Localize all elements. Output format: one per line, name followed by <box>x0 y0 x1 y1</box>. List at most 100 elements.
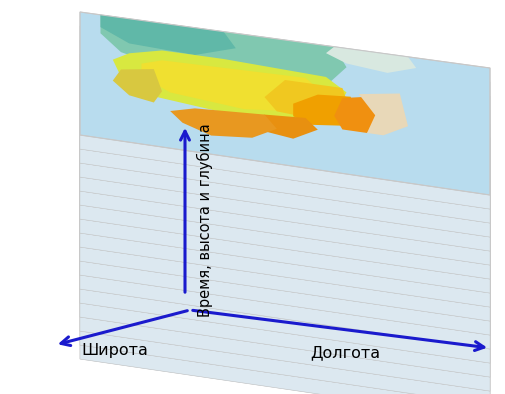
Polygon shape <box>80 240 154 315</box>
Polygon shape <box>100 15 346 86</box>
Text: Время, высота и глубина: Время, высота и глубина <box>196 123 213 317</box>
Polygon shape <box>295 239 332 286</box>
Polygon shape <box>282 249 324 297</box>
Polygon shape <box>80 26 489 209</box>
Polygon shape <box>282 98 325 146</box>
Polygon shape <box>282 232 346 293</box>
Polygon shape <box>292 227 336 275</box>
Polygon shape <box>80 184 154 259</box>
Polygon shape <box>80 191 489 265</box>
Polygon shape <box>264 80 350 120</box>
Polygon shape <box>100 15 235 55</box>
Polygon shape <box>80 54 489 237</box>
Polygon shape <box>80 222 489 394</box>
Polygon shape <box>348 246 393 277</box>
Polygon shape <box>289 152 327 199</box>
Polygon shape <box>80 255 154 329</box>
Polygon shape <box>335 268 380 299</box>
Polygon shape <box>80 275 489 349</box>
Polygon shape <box>80 114 154 189</box>
Polygon shape <box>80 40 489 223</box>
Polygon shape <box>277 132 346 190</box>
Polygon shape <box>251 115 317 139</box>
Polygon shape <box>80 247 489 321</box>
Polygon shape <box>80 124 489 307</box>
Polygon shape <box>80 205 489 279</box>
Polygon shape <box>80 212 154 287</box>
Polygon shape <box>284 179 329 227</box>
Polygon shape <box>325 47 416 73</box>
Polygon shape <box>80 128 154 203</box>
Polygon shape <box>332 310 376 341</box>
Polygon shape <box>80 303 489 377</box>
Polygon shape <box>80 143 154 217</box>
Polygon shape <box>80 236 489 394</box>
Polygon shape <box>342 159 387 190</box>
Polygon shape <box>344 214 388 244</box>
Polygon shape <box>341 227 385 258</box>
Polygon shape <box>290 280 333 328</box>
Polygon shape <box>80 289 489 363</box>
Polygon shape <box>80 58 154 133</box>
Polygon shape <box>113 17 317 54</box>
Polygon shape <box>333 97 383 133</box>
Polygon shape <box>141 60 325 112</box>
Polygon shape <box>296 195 333 242</box>
Polygon shape <box>80 177 489 251</box>
Polygon shape <box>276 219 352 280</box>
Polygon shape <box>275 301 339 363</box>
Polygon shape <box>282 187 347 250</box>
Polygon shape <box>273 256 337 316</box>
Polygon shape <box>80 72 154 147</box>
Polygon shape <box>272 284 335 348</box>
Polygon shape <box>267 91 340 149</box>
Polygon shape <box>80 45 154 119</box>
Polygon shape <box>80 110 489 293</box>
Polygon shape <box>113 50 346 119</box>
Polygon shape <box>345 299 390 330</box>
Polygon shape <box>339 190 384 220</box>
Polygon shape <box>80 149 489 223</box>
Polygon shape <box>80 345 489 394</box>
Polygon shape <box>292 95 358 126</box>
Polygon shape <box>274 201 344 262</box>
Polygon shape <box>342 258 387 288</box>
Polygon shape <box>286 264 323 311</box>
Polygon shape <box>285 123 321 170</box>
Polygon shape <box>80 317 489 391</box>
Polygon shape <box>80 171 154 245</box>
Polygon shape <box>80 331 489 394</box>
Polygon shape <box>80 208 489 391</box>
Polygon shape <box>267 242 339 301</box>
Polygon shape <box>80 163 489 237</box>
Polygon shape <box>80 138 489 321</box>
Polygon shape <box>80 261 489 335</box>
Polygon shape <box>80 82 489 265</box>
Polygon shape <box>340 198 385 229</box>
Polygon shape <box>358 93 407 135</box>
Polygon shape <box>80 219 489 293</box>
Polygon shape <box>80 100 154 175</box>
Polygon shape <box>170 108 276 138</box>
Polygon shape <box>272 115 334 178</box>
Text: Широта: Широта <box>81 342 147 357</box>
Polygon shape <box>80 86 154 161</box>
Polygon shape <box>80 199 154 273</box>
Polygon shape <box>80 227 154 301</box>
Polygon shape <box>80 68 489 251</box>
Polygon shape <box>272 163 343 225</box>
Polygon shape <box>80 233 489 307</box>
Polygon shape <box>289 209 330 256</box>
Polygon shape <box>275 144 341 204</box>
Polygon shape <box>331 141 375 172</box>
Polygon shape <box>80 180 489 363</box>
Polygon shape <box>333 282 378 313</box>
Polygon shape <box>80 194 489 377</box>
Text: Долгота: Долгота <box>310 345 379 360</box>
Polygon shape <box>275 272 349 332</box>
Polygon shape <box>291 113 327 161</box>
Polygon shape <box>286 171 328 218</box>
Polygon shape <box>80 156 154 231</box>
Polygon shape <box>337 132 381 163</box>
Polygon shape <box>80 152 489 335</box>
